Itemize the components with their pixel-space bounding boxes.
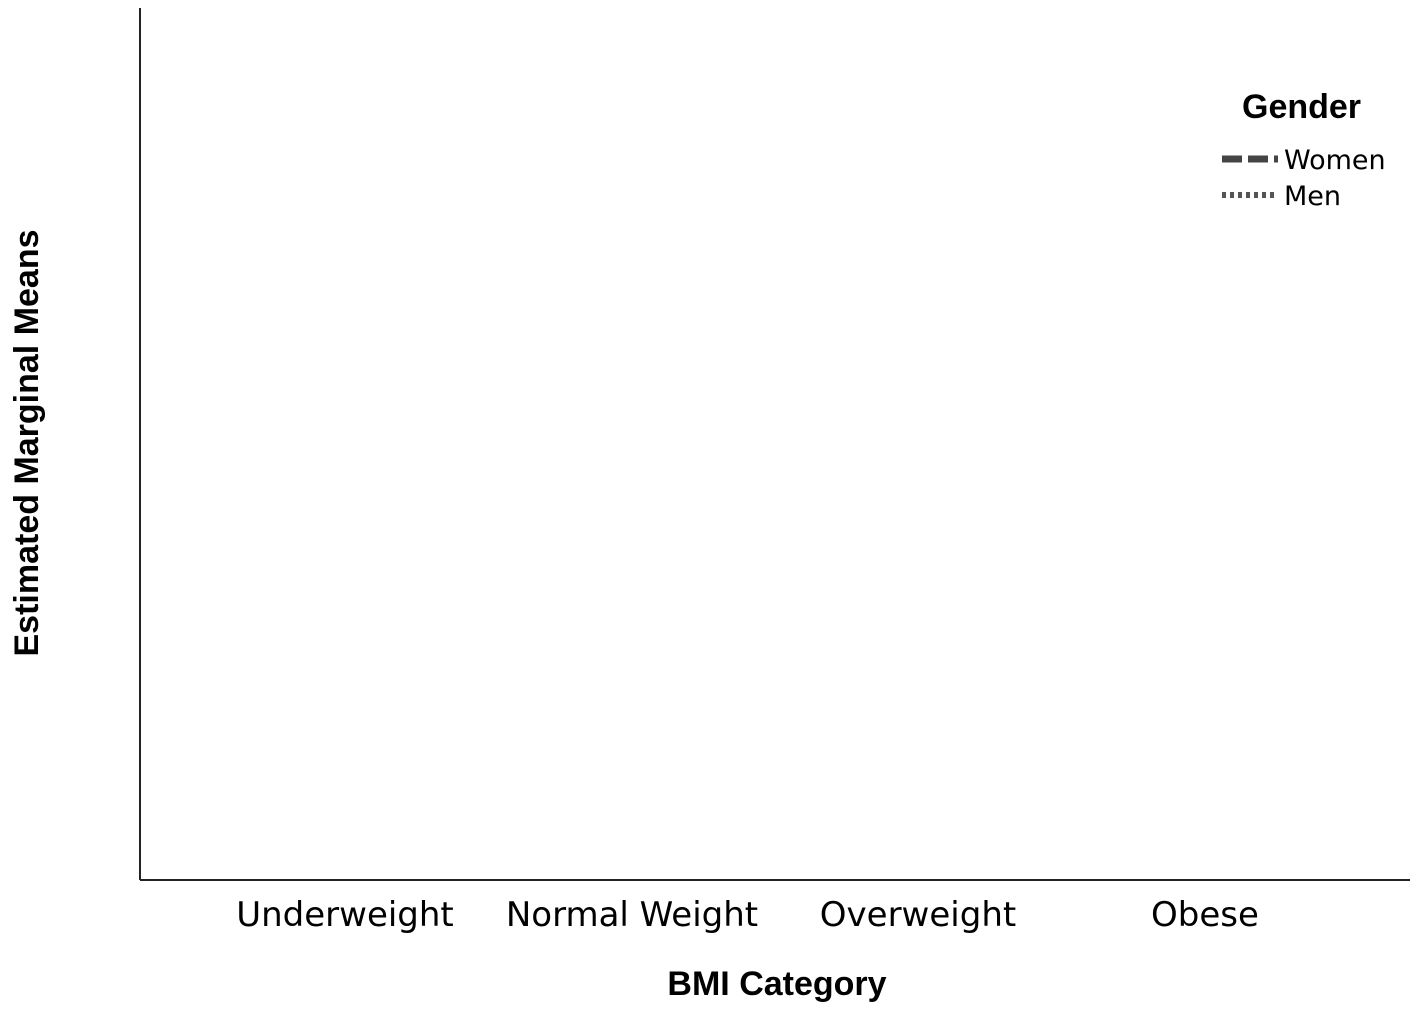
legend-label: Women — [1284, 145, 1386, 176]
x-tick-label: Obese — [1151, 895, 1259, 935]
legend-label: Men — [1284, 181, 1341, 212]
x-tick-label: Underweight — [236, 895, 454, 935]
legend: Gender Women Men — [1222, 88, 1386, 212]
x-axis-ticks: Underweight Normal Weight Overweight Obese — [236, 895, 1259, 935]
legend-title: Gender — [1242, 88, 1361, 126]
legend-items: Women Men — [1222, 145, 1386, 212]
x-axis-title: BMI Category — [667, 965, 886, 1003]
x-tick-label: Overweight — [820, 895, 1016, 935]
legend-item: Women — [1222, 145, 1386, 176]
legend-item: Men — [1222, 181, 1341, 212]
x-tick-label: Normal Weight — [506, 895, 758, 935]
y-axis-title: Estimated Marginal Means — [8, 229, 46, 656]
